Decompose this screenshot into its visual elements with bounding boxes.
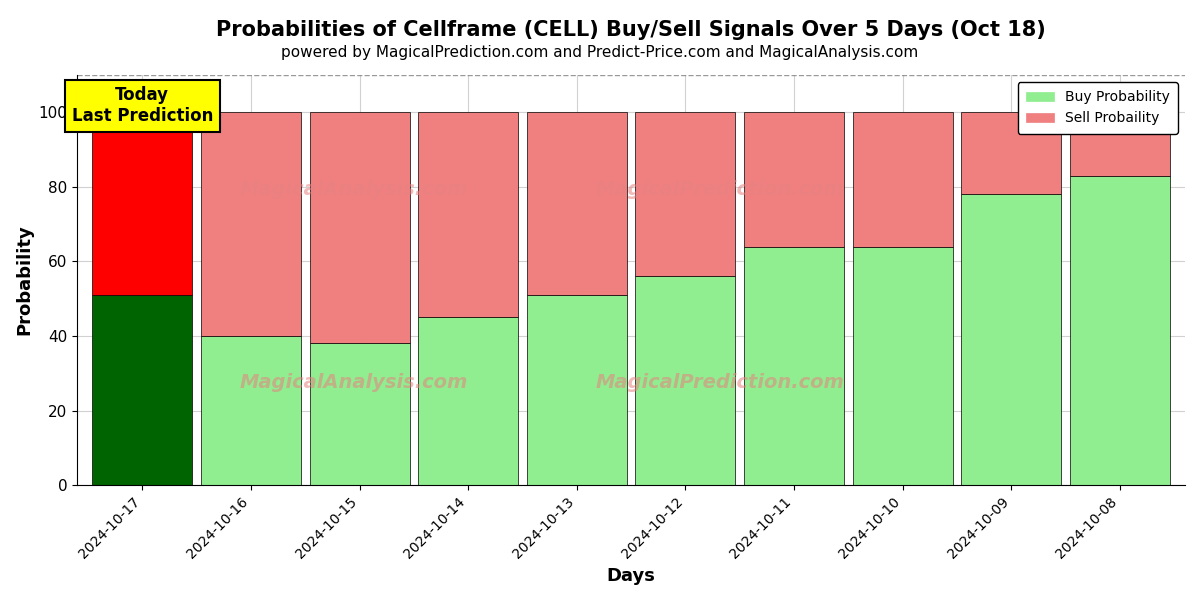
- Bar: [1070, 112, 1170, 176]
- Text: MagicalPrediction.com: MagicalPrediction.com: [595, 373, 844, 392]
- Legend: Buy Probability, Sell Probaility: Buy Probability, Sell Probaility: [1018, 82, 1178, 134]
- Bar: [418, 317, 518, 485]
- Bar: [310, 112, 409, 343]
- Bar: [310, 343, 409, 485]
- Bar: [636, 277, 736, 485]
- Bar: [744, 112, 844, 247]
- Bar: [418, 112, 518, 317]
- Text: powered by MagicalPrediction.com and Predict-Price.com and MagicalAnalysis.com: powered by MagicalPrediction.com and Pre…: [281, 45, 919, 60]
- Title: Probabilities of Cellframe (CELL) Buy/Sell Signals Over 5 Days (Oct 18): Probabilities of Cellframe (CELL) Buy/Se…: [216, 20, 1046, 40]
- Bar: [92, 295, 192, 485]
- Bar: [853, 247, 953, 485]
- Bar: [744, 247, 844, 485]
- Bar: [200, 112, 301, 336]
- Bar: [527, 112, 626, 295]
- Bar: [92, 112, 192, 295]
- Bar: [636, 112, 736, 277]
- Text: MagicalAnalysis.com: MagicalAnalysis.com: [240, 181, 468, 199]
- Bar: [527, 295, 626, 485]
- Text: MagicalAnalysis.com: MagicalAnalysis.com: [240, 373, 468, 392]
- Bar: [853, 112, 953, 247]
- Bar: [200, 336, 301, 485]
- Bar: [1070, 176, 1170, 485]
- Bar: [961, 194, 1061, 485]
- Bar: [961, 112, 1061, 194]
- Text: Today
Last Prediction: Today Last Prediction: [72, 86, 214, 125]
- Y-axis label: Probability: Probability: [14, 225, 32, 335]
- Text: MagicalPrediction.com: MagicalPrediction.com: [595, 181, 844, 199]
- X-axis label: Days: Days: [607, 567, 655, 585]
